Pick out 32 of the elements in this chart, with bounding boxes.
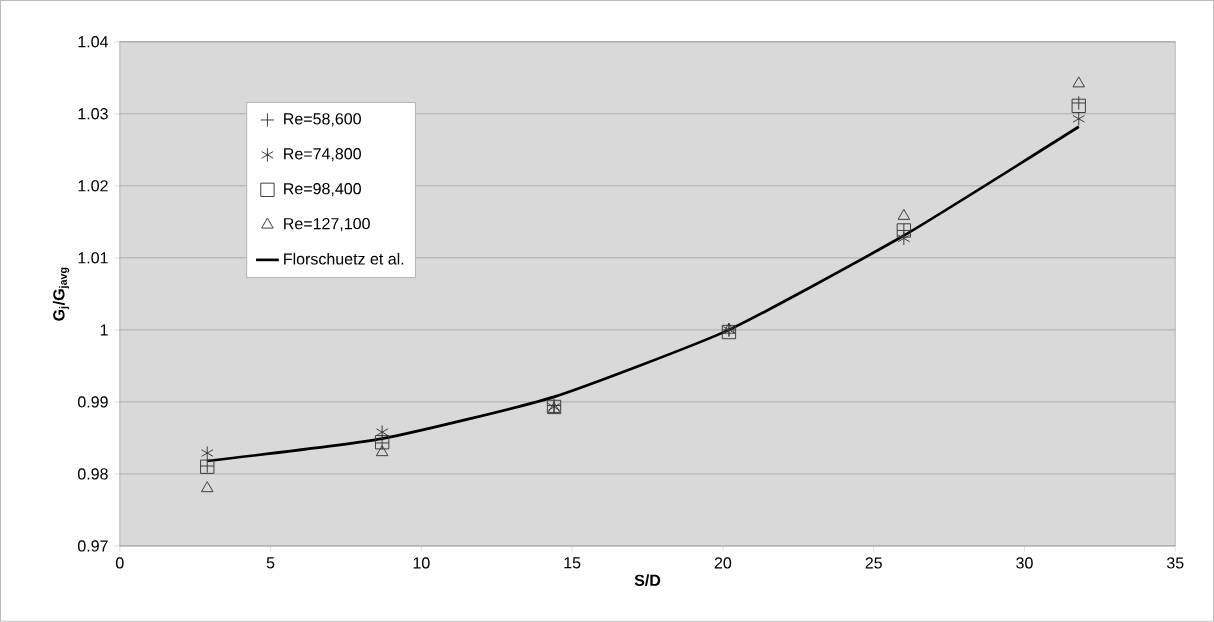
y-tick-label: 1.04 xyxy=(78,36,109,48)
x-tick-label: 30 xyxy=(1016,557,1033,569)
x-tick-label: 20 xyxy=(714,557,732,569)
legend-label: Re=127,100 xyxy=(284,218,370,232)
point xyxy=(375,425,389,440)
y-axis-title: G$_{j}$/G$_{javg}$ xyxy=(52,267,70,321)
point xyxy=(375,445,389,457)
y-tick-label: 0.97 xyxy=(77,540,108,552)
y-tick-label: 1.02 xyxy=(78,180,108,192)
y-tick-label: 1.03 xyxy=(78,108,108,120)
x-tick-label: 0 xyxy=(115,557,124,569)
x-tick-label: 5 xyxy=(266,557,275,569)
y-tick-label: 0.99 xyxy=(77,396,108,408)
point xyxy=(722,322,736,334)
point xyxy=(201,446,214,461)
x-tick-label: 10 xyxy=(413,557,430,569)
point xyxy=(201,481,214,493)
y-tick-label: 1 xyxy=(100,324,108,336)
x-tick-label: 35 xyxy=(1166,557,1184,569)
legend-label: Florschuetz et al. xyxy=(284,253,404,265)
x-tick-label: 25 xyxy=(865,557,882,569)
x-tick-label: 15 xyxy=(564,557,581,569)
y-tick-label: 0.98 xyxy=(77,468,108,480)
point xyxy=(1072,76,1085,88)
point xyxy=(897,209,911,220)
legend-label: Re=74,800 xyxy=(284,148,361,162)
point xyxy=(1072,111,1085,127)
legend-label: Re=58,600 xyxy=(284,113,361,127)
line-series xyxy=(205,125,1081,463)
legend-label: Re=98,400 xyxy=(284,183,361,197)
x-axis-title: S/D xyxy=(634,574,661,587)
y-tick-label: 1.01 xyxy=(78,252,108,264)
